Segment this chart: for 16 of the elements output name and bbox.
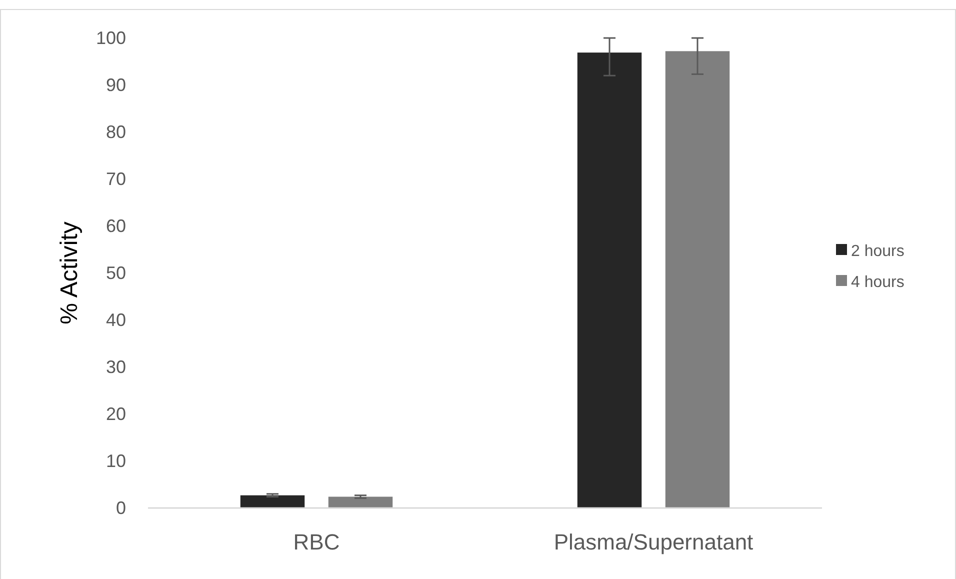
x-tick-label: Plasma/Supernatant (554, 530, 754, 555)
y-tick-label: 100 (96, 28, 126, 48)
y-tick-label: 40 (106, 310, 126, 330)
y-axis-title: % Activity (56, 222, 83, 324)
x-tick-label: RBC (293, 530, 340, 555)
y-tick-label: 50 (106, 262, 126, 283)
y-tick-label: 20 (106, 404, 126, 424)
legend-label: 2 hours (851, 243, 904, 260)
y-tick-label: 30 (106, 356, 126, 377)
y-tick-label: 90 (106, 74, 126, 95)
legend-label: 4 hours (851, 274, 904, 291)
y-tick-label: 80 (106, 122, 126, 142)
y-tick-label: 60 (106, 216, 126, 236)
y-tick-label: 70 (106, 168, 126, 189)
y-tick-label: 10 (106, 450, 126, 471)
y-tick-label: 0 (116, 498, 126, 518)
